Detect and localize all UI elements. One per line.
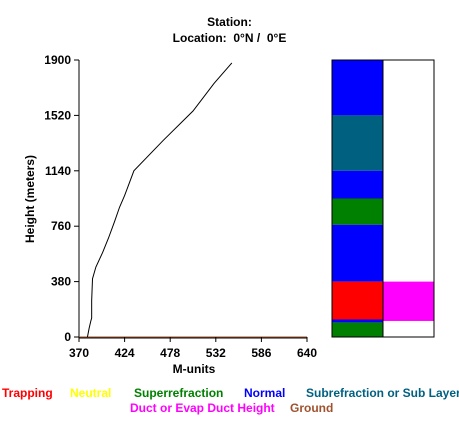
x-tick-label: 640 xyxy=(297,346,317,360)
legend-superrefraction: Superrefraction xyxy=(134,386,224,400)
x-axis-label: M-units xyxy=(173,362,216,376)
layer-band-left xyxy=(332,115,383,171)
longitude-value: 0°E xyxy=(266,31,287,45)
layer-band-left xyxy=(332,322,383,337)
layer-column xyxy=(332,60,434,337)
layer-band-left xyxy=(332,319,383,323)
layer-band-left xyxy=(332,170,383,199)
y-axis-label: Height (meters) xyxy=(23,155,37,243)
coord-separator: / xyxy=(256,31,261,45)
m-unit-profile-line xyxy=(86,62,233,338)
y-tick-group: 0 380 760 1140 1520 1900 xyxy=(44,53,79,344)
legend-neutral: Neutral xyxy=(70,386,112,400)
y-tick-label: 1140 xyxy=(45,164,71,178)
y-tick-label: 760 xyxy=(51,219,71,233)
y-tick-label: 380 xyxy=(51,275,71,289)
x-tick-label: 532 xyxy=(206,346,226,360)
x-tick-label: 586 xyxy=(251,346,271,360)
y-tick-label: 1520 xyxy=(44,108,71,122)
x-tick-group: 370 424 478 532 586 640 xyxy=(69,337,317,360)
y-tick-label: 1900 xyxy=(44,53,71,67)
legend-trapping: Trapping xyxy=(2,386,53,400)
layer-band-left xyxy=(332,224,383,282)
plot-area: 0 380 760 1140 1520 1900 370 424 478 532 586 640 xyxy=(44,53,317,360)
layer-band-left xyxy=(332,60,383,116)
x-tick-label: 424 xyxy=(115,346,135,360)
layer-band-right xyxy=(383,281,434,321)
y-tick-label: 0 xyxy=(64,330,71,344)
legend-ground: Ground xyxy=(290,401,334,415)
x-tick-label: 370 xyxy=(69,346,89,360)
layer-band-left xyxy=(332,281,383,320)
legend-duct: Duct or Evap Duct Height xyxy=(130,401,275,415)
layer-band-left xyxy=(332,198,383,225)
latitude-value: 0°N xyxy=(233,31,254,45)
legend-normal: Normal xyxy=(244,386,286,400)
station-label: Station: xyxy=(207,15,252,29)
location-title: Location: 0°N / 0°E xyxy=(0,31,459,45)
station-title: Station: xyxy=(0,15,459,29)
location-label: Location: xyxy=(172,31,227,45)
legend-subrefraction: Subrefraction or Sub Layer xyxy=(306,386,459,400)
x-tick-label: 478 xyxy=(160,346,180,360)
